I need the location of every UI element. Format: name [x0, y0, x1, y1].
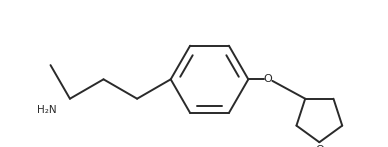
- Text: H₂N: H₂N: [37, 105, 56, 115]
- Text: O: O: [263, 74, 272, 84]
- Text: O: O: [315, 145, 324, 147]
